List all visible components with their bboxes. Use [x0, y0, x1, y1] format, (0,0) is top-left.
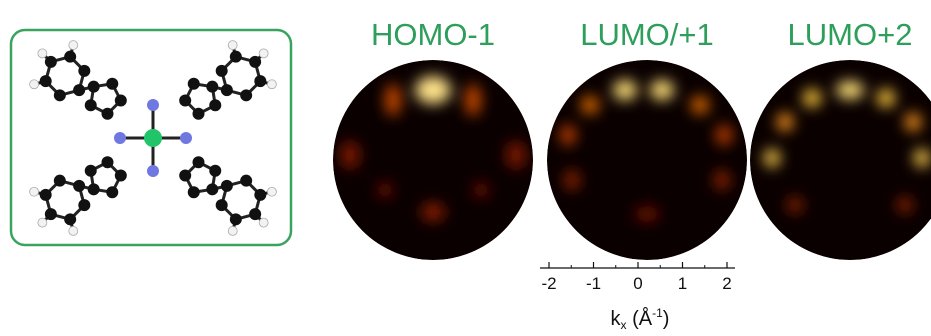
atom	[30, 80, 39, 89]
atom	[40, 189, 52, 201]
atom	[221, 180, 233, 192]
tick-label: -1	[586, 274, 601, 293]
tick-label: 2	[722, 274, 731, 293]
atom	[221, 84, 233, 96]
atom	[259, 218, 268, 227]
atom	[144, 129, 162, 147]
atom	[267, 80, 276, 89]
atom	[188, 78, 200, 90]
atom	[85, 165, 97, 177]
kx-axis: -2 -1 0 1 2	[540, 262, 735, 293]
atom	[216, 199, 228, 211]
atom	[114, 132, 126, 144]
tick-label: 0	[633, 274, 642, 293]
figure: HOMO-1 LUMO/+1 LUMO+2	[0, 0, 931, 336]
axis-label: kx (Å-1)	[611, 306, 670, 332]
map-title: LUMO/+1	[580, 17, 714, 52]
axis-label-close: )	[663, 308, 670, 330]
momentum-map	[333, 60, 533, 260]
atom	[38, 218, 47, 227]
atom	[106, 78, 118, 90]
atom	[179, 169, 191, 181]
atom	[228, 41, 237, 50]
atom	[64, 51, 76, 63]
map-title: LUMO+2	[788, 17, 913, 52]
atom	[69, 226, 78, 235]
atom	[249, 56, 261, 68]
atom	[38, 49, 47, 58]
atom	[180, 132, 192, 144]
atom	[78, 65, 90, 77]
atom	[259, 49, 268, 58]
atom	[188, 186, 200, 198]
atom	[85, 99, 97, 111]
atom	[209, 165, 221, 177]
atom	[206, 81, 218, 93]
atom	[230, 213, 242, 225]
atom	[216, 65, 228, 77]
atom	[179, 95, 191, 107]
atom	[147, 165, 159, 177]
atom	[102, 156, 114, 168]
atom	[209, 99, 221, 111]
atom	[78, 199, 90, 211]
atom	[54, 175, 66, 187]
momentum-map	[750, 60, 931, 260]
atom	[45, 56, 57, 68]
map-title: HOMO-1	[371, 17, 495, 52]
atom	[64, 213, 76, 225]
tick-label: -2	[541, 274, 556, 293]
atom	[240, 175, 252, 187]
tick-label: 1	[678, 274, 687, 293]
atom	[147, 99, 159, 111]
atom	[249, 208, 261, 220]
axis-label-sup: -1	[652, 306, 663, 320]
atom	[254, 75, 266, 87]
atom	[254, 189, 266, 201]
atom	[106, 186, 118, 198]
page: HOMO-1 LUMO/+1 LUMO+2	[0, 0, 931, 336]
axis-label-open: (Å	[627, 307, 653, 330]
atom	[240, 89, 252, 101]
atom	[69, 41, 78, 50]
atom	[102, 108, 114, 120]
atom	[30, 187, 39, 196]
atom	[267, 187, 276, 196]
atom	[192, 156, 204, 168]
atom	[73, 180, 85, 192]
atom	[88, 81, 100, 93]
atom	[192, 108, 204, 120]
atom	[115, 95, 127, 107]
atom	[40, 75, 52, 87]
atom	[45, 208, 57, 220]
atom	[230, 51, 242, 63]
atom	[88, 183, 100, 195]
momentum-map	[547, 60, 747, 260]
atom	[73, 84, 85, 96]
atom	[54, 89, 66, 101]
atom	[206, 183, 218, 195]
atom	[115, 169, 127, 181]
atom	[228, 226, 237, 235]
